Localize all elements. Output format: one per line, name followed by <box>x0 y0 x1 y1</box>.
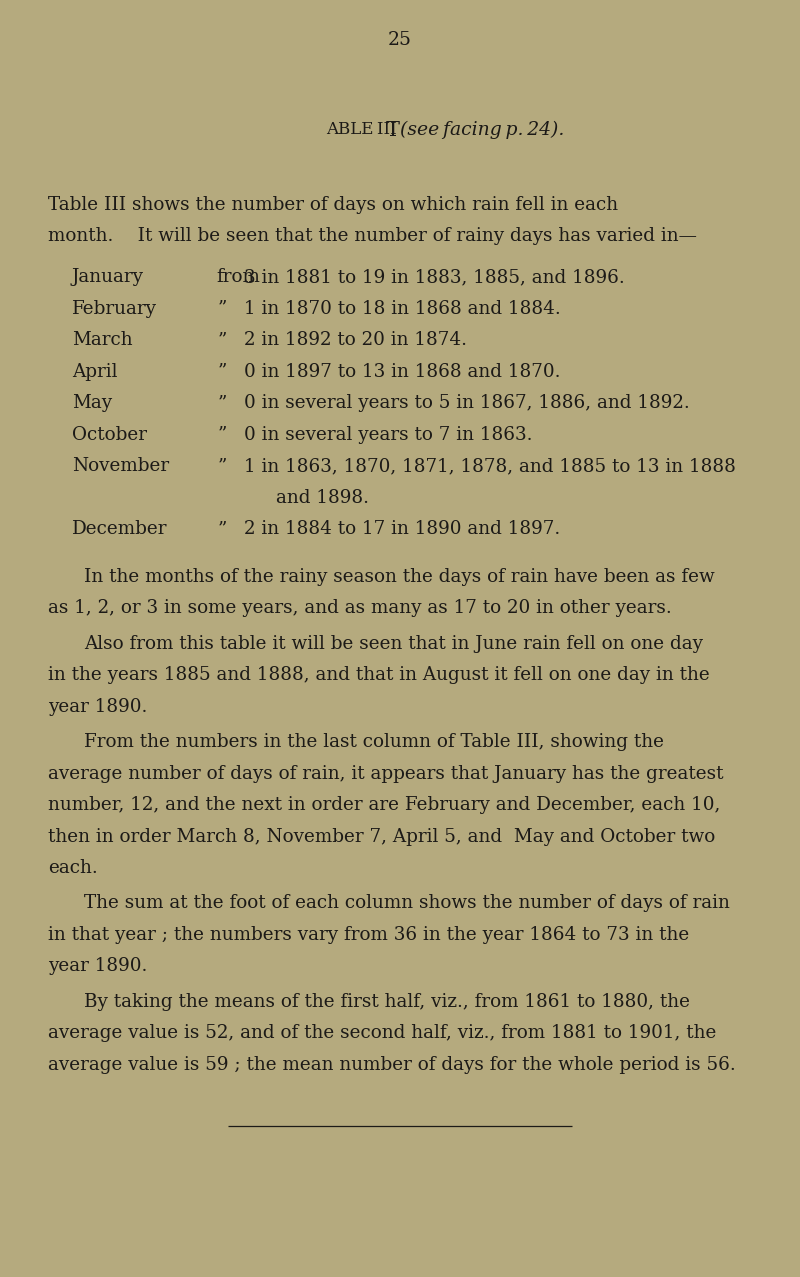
Text: T: T <box>386 120 400 139</box>
Text: average value is 52, and of the second half, viz., from 1881 to 1901, the: average value is 52, and of the second h… <box>48 1024 716 1042</box>
Text: Also from this table it will be seen that in June rain fell on one day: Also from this table it will be seen tha… <box>84 635 703 653</box>
Text: 0 in several years to 7 in 1863.: 0 in several years to 7 in 1863. <box>244 425 533 444</box>
Text: year 1890.: year 1890. <box>48 697 147 715</box>
Text: ”: ” <box>218 425 227 444</box>
Text: April: April <box>72 363 118 381</box>
Text: from: from <box>216 268 260 286</box>
Text: month.  It will be seen that the number of rainy days has varied in—: month. It will be seen that the number o… <box>48 227 697 245</box>
Text: October: October <box>72 425 147 444</box>
Text: each.: each. <box>48 859 98 877</box>
Text: December: December <box>72 521 167 539</box>
Text: 0 in several years to 5 in 1867, 1886, and 1892.: 0 in several years to 5 in 1867, 1886, a… <box>244 395 690 412</box>
Text: November: November <box>72 457 169 475</box>
Text: 2 in 1892 to 20 in 1874.: 2 in 1892 to 20 in 1874. <box>244 331 467 349</box>
Text: 2 in 1884 to 17 in 1890 and 1897.: 2 in 1884 to 17 in 1890 and 1897. <box>244 521 560 539</box>
Text: Table III shows the number of days on which rain fell in each: Table III shows the number of days on wh… <box>48 195 618 213</box>
Text: ”: ” <box>218 395 227 412</box>
Text: ”: ” <box>218 363 227 381</box>
Text: 1 in 1870 to 18 in 1868 and 1884.: 1 in 1870 to 18 in 1868 and 1884. <box>244 300 561 318</box>
Text: By taking the means of the first half, viz., from 1861 to 1880, the: By taking the means of the first half, v… <box>84 992 690 1011</box>
Text: average value is 59 ; the mean number of days for the whole period is 56.: average value is 59 ; the mean number of… <box>48 1056 736 1074</box>
Text: ”: ” <box>218 300 227 318</box>
Text: in that year ; the numbers vary from 36 in the year 1864 to 73 in the: in that year ; the numbers vary from 36 … <box>48 926 690 944</box>
Text: 25: 25 <box>388 31 412 49</box>
Text: February: February <box>72 300 157 318</box>
Text: March: March <box>72 331 133 349</box>
Text: ”: ” <box>218 331 227 349</box>
Text: as 1, 2, or 3 in some years, and as many as 17 to 20 in other years.: as 1, 2, or 3 in some years, and as many… <box>48 599 672 617</box>
Text: 1 in 1863, 1870, 1871, 1878, and 1885 to 13 in 1888: 1 in 1863, 1870, 1871, 1878, and 1885 to… <box>244 457 736 475</box>
Text: number, 12, and the next in order are February and December, each 10,: number, 12, and the next in order are Fe… <box>48 796 720 813</box>
Text: The sum at the foot of each column shows the number of days of rain: The sum at the foot of each column shows… <box>84 894 730 913</box>
Text: and 1898.: and 1898. <box>276 489 369 507</box>
Text: 0 in 1897 to 13 in 1868 and 1870.: 0 in 1897 to 13 in 1868 and 1870. <box>244 363 561 381</box>
Text: ABLE III: ABLE III <box>326 120 400 138</box>
Text: In the months of the rainy season the days of rain have been as few: In the months of the rainy season the da… <box>84 568 714 586</box>
Text: then in order March 8, November 7, April 5, and  May and October two: then in order March 8, November 7, April… <box>48 827 715 845</box>
Text: average number of days of rain, it appears that January has the greatest: average number of days of rain, it appea… <box>48 765 723 783</box>
Text: January: January <box>72 268 144 286</box>
Text: (see facing p. 24).: (see facing p. 24). <box>400 120 564 139</box>
Text: ”: ” <box>218 457 227 475</box>
Text: in the years 1885 and 1888, and that in August it fell on one day in the: in the years 1885 and 1888, and that in … <box>48 667 710 684</box>
Text: 3 in 1881 to 19 in 1883, 1885, and 1896.: 3 in 1881 to 19 in 1883, 1885, and 1896. <box>244 268 625 286</box>
Text: From the numbers in the last column of Table III, showing the: From the numbers in the last column of T… <box>84 733 664 751</box>
Text: year 1890.: year 1890. <box>48 958 147 976</box>
Text: ”: ” <box>218 521 227 539</box>
Text: May: May <box>72 395 112 412</box>
